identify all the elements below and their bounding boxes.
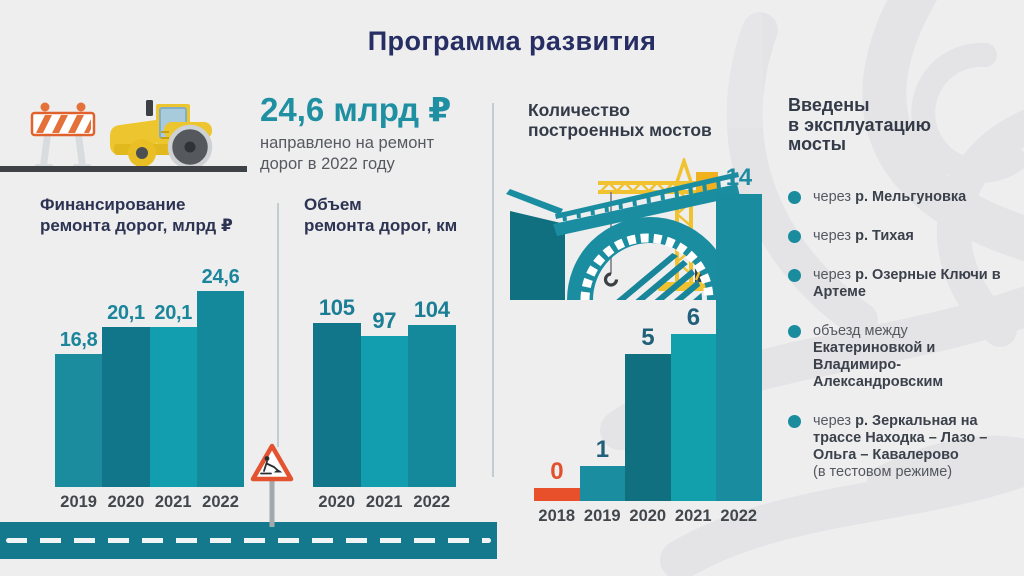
list-item-text: через р. Озерные Ключи в Артеме: [813, 266, 1001, 300]
bridges-title-line2: построенных мостов: [528, 120, 712, 140]
list-item: через р. Зеркальная на трассе Находка – …: [788, 413, 1008, 481]
volume-bar-column: 97 2021: [360, 307, 408, 511]
bullet-icon: [788, 324, 801, 338]
funding-bar-column: 20,1 2020: [102, 301, 150, 511]
year-label: 2021: [154, 492, 192, 511]
bridge-construction-illustration: [506, 158, 740, 300]
bar-value-label: 14: [725, 163, 752, 191]
year-label: 2022: [413, 492, 451, 511]
bar-value-label: 16,8: [59, 328, 98, 351]
budget-caption-line2: дорог в 2022 году: [260, 155, 395, 173]
funding-title-line2: ремонта дорог, млрд ₽: [40, 216, 233, 235]
bar-value-label: 0: [550, 457, 564, 485]
bar: [313, 322, 361, 487]
bar: [196, 290, 245, 487]
bar: [716, 193, 762, 501]
list-item: через р. Озерные Ключи в Артеме: [788, 267, 1008, 301]
volume-bar-column: 105 2020: [313, 294, 361, 511]
year-label: 2020: [107, 492, 145, 511]
bridges-list-items: через р. Мельгуновка через р. Тихая через …: [788, 189, 1008, 481]
year-label: 2019: [583, 506, 621, 525]
page-title: Программа развития: [367, 26, 657, 56]
bar: [579, 465, 625, 501]
bar-value-label: 20,1: [154, 301, 193, 324]
year-label: 2020: [318, 492, 356, 511]
budget-callout: 24,6 млрд ₽ направлено на ремонт дорог в…: [260, 93, 451, 175]
funding-chart-title: Финансирование ремонта дорог, млрд ₽: [40, 194, 233, 236]
bridges-bar-column: 0 2018: [534, 457, 580, 525]
bar-value-label: 97: [372, 307, 397, 333]
list-item-text: через р. Зеркальная на трассе Находка – …: [813, 412, 988, 480]
budget-caption-line1: направлено на ремонт: [260, 134, 435, 152]
bar-value-label: 6: [686, 303, 700, 331]
bar: [408, 324, 456, 487]
roadworks-sign-icon: [250, 443, 294, 527]
bar: [149, 326, 197, 487]
bridges-bar-column: 1 2019: [579, 435, 625, 525]
bullet-icon: [788, 229, 801, 243]
bridges-list-heading: Введены в эксплуатацию мосты: [788, 95, 1008, 155]
bar-value-label: 1: [595, 435, 609, 463]
bar: [55, 353, 103, 487]
bar: [534, 487, 580, 501]
bar-value-label: 104: [413, 296, 450, 322]
bar: [625, 353, 671, 501]
bullet-icon: [788, 414, 801, 428]
funding-bar-column: 24,6 2022: [196, 265, 245, 511]
bar-value-label: 105: [318, 294, 355, 320]
volume-chart-title: Объем ремонта дорог, км: [304, 194, 457, 236]
list-item: через р. Тихая: [788, 228, 1008, 245]
year-label: 2021: [365, 492, 403, 511]
bridges-bar-column: 6 2021: [670, 303, 716, 525]
year-label: 2019: [60, 492, 97, 511]
funding-bar-column: 20,1 2021: [149, 301, 197, 511]
bridges-bar-column: 5 2020: [625, 323, 671, 525]
list-item: через р. Мельгуновка: [788, 189, 1008, 206]
divider-vertical-right: [492, 103, 494, 477]
bar-value-label: 5: [641, 323, 655, 351]
year-label: 2018: [538, 506, 576, 525]
road-barrier-icon: [30, 102, 96, 169]
bar-value-label: 24,6: [201, 265, 240, 288]
list-item-text: через р. Мельгуновка: [813, 188, 967, 205]
year-label: 2022: [720, 506, 758, 525]
bridges-bar-column: 14 2022: [716, 163, 762, 525]
heading-line1: Введены: [788, 95, 870, 115]
bridges-commissioned-panel: Введены в эксплуатацию мосты через р. Ме…: [788, 95, 1008, 481]
bullet-icon: [788, 190, 801, 204]
road-roller-icon: [110, 100, 213, 170]
bar: [102, 326, 150, 487]
bar-value-label: 20,1: [107, 301, 145, 324]
budget-caption: направлено на ремонт дорог в 2022 году: [260, 133, 451, 175]
road-center-dashes: [6, 538, 491, 543]
year-label: 2022: [202, 492, 239, 511]
bar: [360, 335, 408, 487]
volume-title-line2: ремонта дорог, км: [304, 216, 458, 235]
bridges-chart-title: Количество построенных мостов: [528, 100, 712, 140]
funding-bar-column: 16,8 2019: [55, 328, 103, 511]
bullet-icon: [788, 268, 801, 282]
road-line: [0, 166, 247, 172]
list-item: объезд между Екатериновкой и Владимиро-А…: [788, 323, 1008, 391]
year-label: 2020: [629, 506, 667, 525]
heading-line3: мосты: [788, 134, 847, 154]
funding-title-line1: Финансирование: [40, 195, 186, 214]
volume-title-line1: Объем: [304, 195, 362, 214]
bridges-title-line1: Количество: [528, 100, 630, 120]
list-item-text: объезд между Екатериновкой и Владимиро-А…: [813, 322, 944, 390]
list-item-text: через р. Тихая: [813, 227, 914, 244]
year-label: 2021: [674, 506, 712, 525]
road-bottom: [0, 522, 497, 559]
bar: [670, 333, 716, 501]
divider-vertical-left: [277, 203, 279, 447]
volume-bar-column: 104 2022: [408, 296, 456, 511]
heading-line2: в эксплуатацию: [788, 114, 931, 135]
budget-amount: 24,6 млрд ₽: [260, 91, 452, 128]
